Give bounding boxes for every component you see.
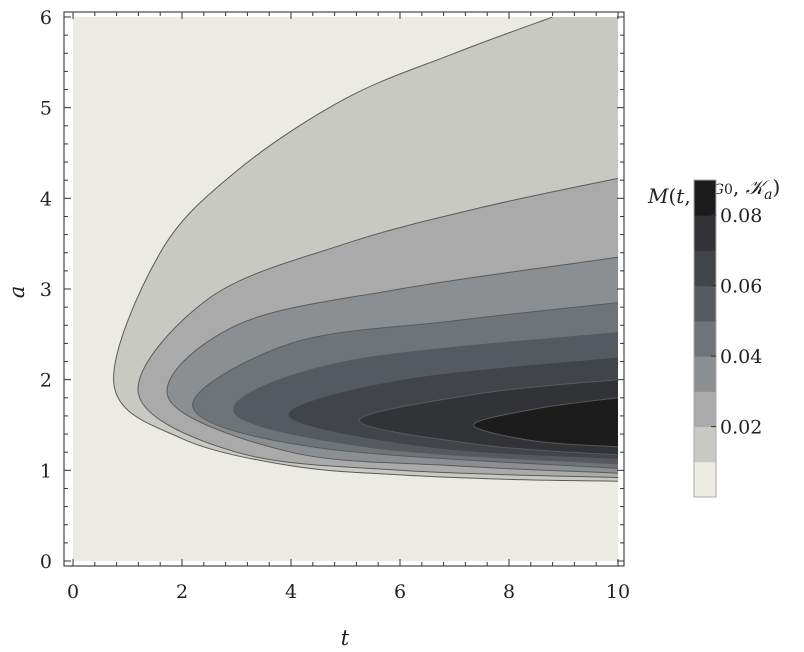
contour-line-2: [137, 177, 618, 479]
colorbar-swatch: [694, 285, 716, 322]
y-axis-label: a: [5, 286, 29, 299]
y-tick-label: 1: [40, 460, 52, 482]
x-tick-label: 10: [606, 581, 630, 603]
x-tick-label: 2: [176, 581, 188, 603]
legend-title-func: M: [647, 184, 669, 208]
colorbar-swatch: [694, 180, 716, 216]
contour-line-3: [166, 256, 618, 474]
legend-title-t: t: [676, 184, 685, 208]
x-tick-label: 4: [285, 581, 297, 603]
x-axis-label: t: [341, 626, 350, 650]
colorbar-tick-label: 0.02: [720, 417, 762, 439]
ticks-layer: 0 2 4 6 8 10 0 1 2 3 4 5 6: [40, 7, 630, 603]
colorbar-swatch: [694, 461, 716, 498]
colorbar-swatch: [694, 356, 716, 392]
x-tick-label: 8: [503, 581, 515, 603]
y-tick-label: 3: [40, 279, 52, 301]
colorbar-tick-label: 0.08: [720, 205, 762, 227]
colorbar: 0.02 0.04 0.06 0.08: [693, 179, 762, 498]
y-tick-label: 0: [40, 551, 52, 573]
y-tick-label: 5: [40, 98, 52, 120]
legend-title-sub: 0: [724, 182, 733, 198]
contour-line-7: [358, 379, 618, 456]
colorbar-swatch: [694, 391, 716, 428]
contour-line-4: [192, 302, 618, 469]
legend-title-sup: G: [713, 182, 724, 198]
colorbar-outline: [693, 179, 717, 498]
colorbar-swatch: [694, 250, 716, 287]
contour-line-8: [473, 397, 618, 448]
contour-layer: [113, 17, 618, 482]
legend-title-ksub: a: [764, 187, 772, 203]
x-tick-label: 0: [67, 581, 79, 603]
contour-line-6: [287, 356, 618, 460]
contour-line-1: [113, 17, 618, 482]
contour-line-5: [233, 332, 618, 465]
colorbar-swatch: [694, 215, 716, 251]
y-tick-label: 4: [40, 188, 52, 210]
y-tick-label: 6: [40, 7, 52, 29]
colorbar-swatch: [694, 426, 716, 463]
colorbar-tick-label: 0.06: [720, 276, 762, 298]
y-tick-label: 2: [40, 370, 52, 392]
contour-band-8: [473, 397, 618, 447]
x-tick-label: 6: [394, 581, 406, 603]
colorbar-tick-label: 0.04: [720, 346, 762, 368]
colorbar-swatch: [694, 320, 716, 357]
